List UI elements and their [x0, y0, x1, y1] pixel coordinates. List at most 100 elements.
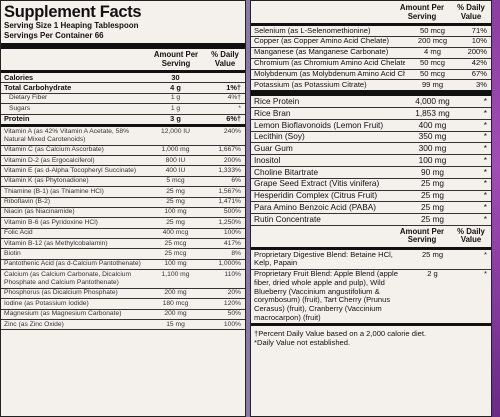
- nutrient-name: Vitamin E (as d-Alpha Tocopheryl Succina…: [1, 165, 147, 177]
- nutrient-dv: 10%: [461, 36, 491, 48]
- nutrient-amount: 90 mg: [405, 166, 461, 179]
- nutrient-amount: 25 mg: [147, 217, 205, 229]
- nutrient-dv: *: [461, 269, 491, 326]
- amount-header-right: Amount Per Serving: [399, 3, 445, 21]
- column-header: Amount Per Serving % Daily Value: [1, 49, 245, 73]
- table-row: Vitamin K (as Phytonadione) 5 mcg 6%: [1, 176, 245, 188]
- nutrient-name: Hesperidin Complex (Citrus Fruit): [251, 190, 405, 203]
- nutrient-amount: 1 g: [147, 103, 205, 115]
- nutrient-name: Grape Seed Extract (Vitis vinifera): [251, 178, 405, 191]
- nutrient-amount: 180 mcg: [147, 298, 205, 310]
- nutrient-dv: *: [461, 131, 491, 144]
- nutrient-dv: 100%: [205, 319, 245, 331]
- nutrient-dv: 200%: [205, 155, 245, 167]
- nutrient-name: Guar Gum: [251, 142, 405, 156]
- table-row: Molybdenum (as Molybdenum Amino Acid Che…: [251, 69, 491, 81]
- table-row: Hesperidin Complex (Citrus Fruit) 25 mg *: [251, 190, 491, 203]
- nutrient-name: Zinc (as Zinc Oxide): [1, 319, 147, 331]
- nutrient-amount: 25 mcg: [147, 238, 205, 250]
- nutrient-amount: 1,000 mg: [147, 145, 205, 156]
- nutrient-table-left: Calories 30 Total Carbohydrate 4 g 1%† Dietar…: [1, 73, 245, 331]
- nutrient-name: Para Amino Benzoic Acid (PABA): [251, 201, 405, 215]
- nutrient-name: Vitamin A (as 42% Vitamin A Acetate, 58%…: [1, 125, 147, 146]
- nutrient-name: Folic Acid: [1, 228, 147, 240]
- nutrient-dv: *: [461, 142, 491, 156]
- nutrient-amount: 25 mg: [405, 249, 461, 270]
- nutrient-dv: 100%: [205, 228, 245, 240]
- nutrient-dv: 1,250%: [205, 217, 245, 229]
- nutrient-amount: 12,000 IU: [147, 125, 205, 146]
- nutrient-amount: 800 IU: [147, 155, 205, 167]
- nutrient-amount: 400 mg: [405, 119, 461, 132]
- nutrient-dv: *: [205, 103, 245, 115]
- nutrient-amount: 25 mg: [405, 201, 461, 215]
- table-row: Inositol 100 mg *: [251, 154, 491, 168]
- table-row: Proprietary Digestive Blend: Betaine HCl…: [251, 249, 491, 270]
- table-row: Magnesium (as Magnesium Carbonate) 200 mg…: [1, 309, 245, 321]
- nutrient-dv: *: [461, 213, 491, 226]
- nutrient-name: Vitamin C (as Calcium Ascorbate): [1, 145, 147, 156]
- nutrient-dv: *: [461, 119, 491, 132]
- table-row: Rice Protein 4,000 mg *: [251, 96, 491, 109]
- nutrient-amount: 100 mg: [147, 259, 205, 271]
- nutrient-name: Rice Protein: [251, 96, 405, 109]
- nutrient-name: Copper (as Copper Amino Acid Chelate): [251, 36, 405, 48]
- nutrient-name: Dietary Fiber: [1, 93, 147, 105]
- nutrient-name: Vitamin D-2 (as Ergocalciferol): [1, 155, 147, 167]
- nutrient-dv: *: [461, 178, 491, 191]
- nutrient-dv: 42%: [461, 58, 491, 70]
- nutrient-dv: 50%: [205, 309, 245, 321]
- dv-header: % Daily Value: [211, 50, 239, 68]
- table-row: Thiamine (B-1) (as Thiamine HCl) 25 mg 1,5…: [1, 186, 245, 198]
- nutrient-amount: 15 mg: [147, 319, 205, 331]
- nutrient-name: Vitamin B-6 (as Pyridoxine HCl): [1, 217, 147, 229]
- table-row: Potassium (as Potassium Citrate) 99 mg 3%: [251, 79, 491, 94]
- table-row: Grape Seed Extract (Vitis vinifera) 25 mg…: [251, 178, 491, 191]
- nutrient-dv: 1,471%: [205, 197, 245, 208]
- table-row: Rutin Concentrate 25 mg *: [251, 213, 491, 226]
- nutrient-name: Magnesium (as Magnesium Carbonate): [1, 309, 147, 321]
- nutrient-amount: 3 g: [147, 114, 205, 128]
- table-row: Lecithin (Soy) 350 mg *: [251, 131, 491, 144]
- table-row: Vitamin E (as d-Alpha Tocopheryl Succina…: [1, 165, 245, 177]
- table-row: Vitamin B-6 (as Pyridoxine HCl) 25 mg 1,25…: [1, 217, 245, 229]
- proprietary-blend-table: Proprietary Digestive Blend: Betaine HCl…: [251, 249, 491, 326]
- table-row: Selenium (as L-Selenomethionine) 50 mcg 71…: [251, 26, 491, 37]
- nutrient-amount: 5 mcg: [147, 176, 205, 188]
- nutrient-amount: 25 mg: [147, 197, 205, 208]
- table-row: Phosphorus (as Dicalcium Phosphate) 200 m…: [1, 288, 245, 300]
- supplement-facts-panel-right: Amount Per Serving % Daily Value Seleniu…: [250, 0, 492, 417]
- supplement-facts-panel-left: Supplement Facts Serving Size 1 Heaping …: [0, 0, 246, 417]
- nutrient-amount: 25 mg: [147, 186, 205, 198]
- nutrient-amount: 25 mg: [405, 213, 461, 226]
- table-row: Rice Bran 1,853 mg *: [251, 107, 491, 120]
- nutrient-dv: 120%: [205, 298, 245, 310]
- table-row: Chromium (as Chromium Amino Acid Chelate…: [251, 58, 491, 70]
- nutrient-name: Proprietary Digestive Blend: Betaine HCl…: [251, 249, 405, 270]
- nutrient-name: Proprietary Fruit Blend: Apple Blend (ap…: [251, 269, 405, 326]
- nutrient-name: Calories: [1, 73, 147, 84]
- nutrient-dv: *: [461, 201, 491, 215]
- table-row: Para Amino Benzoic Acid (PABA) 25 mg *: [251, 201, 491, 215]
- nutrient-name: Pantothenic Acid (as d-Calcium Pantothen…: [1, 259, 147, 271]
- nutrient-name: Lemon Bioflavonoids (Lemon Fruit): [251, 119, 405, 132]
- nutrient-amount: 50 mcg: [405, 26, 461, 37]
- column-header-right-bottom: Amount Per Serving % Daily Value: [251, 226, 491, 250]
- nutrient-name: Phosphorus (as Dicalcium Phosphate): [1, 288, 147, 300]
- nutrient-name: Inositol: [251, 154, 405, 168]
- nutrient-dv: 110%: [205, 269, 245, 289]
- nutrient-dv: 1,667%: [205, 145, 245, 156]
- nutrient-table-right-blend: Rice Protein 4,000 mg * Rice Bran 1,853 mg * L…: [251, 96, 491, 226]
- table-row: Protein 3 g 6%†: [1, 114, 245, 128]
- nutrient-amount: 400 IU: [147, 165, 205, 177]
- nutrient-name: Rutin Concentrate: [251, 213, 405, 226]
- nutrient-name: Vitamin K (as Phytonadione): [1, 176, 147, 188]
- nutrient-amount: 200 mg: [147, 309, 205, 321]
- table-row: Sugars 1 g *: [1, 103, 245, 115]
- nutrient-dv: 1%†: [205, 82, 245, 94]
- nutrient-table-right-top: Selenium (as L-Selenomethionine) 50 mcg 71…: [251, 26, 491, 94]
- nutrient-amount: 25 mg: [405, 178, 461, 191]
- amount-header-right-2: Amount Per Serving: [399, 226, 445, 245]
- dv-header-right: % Daily Value: [457, 3, 485, 21]
- nutrient-dv: 8%: [205, 248, 245, 260]
